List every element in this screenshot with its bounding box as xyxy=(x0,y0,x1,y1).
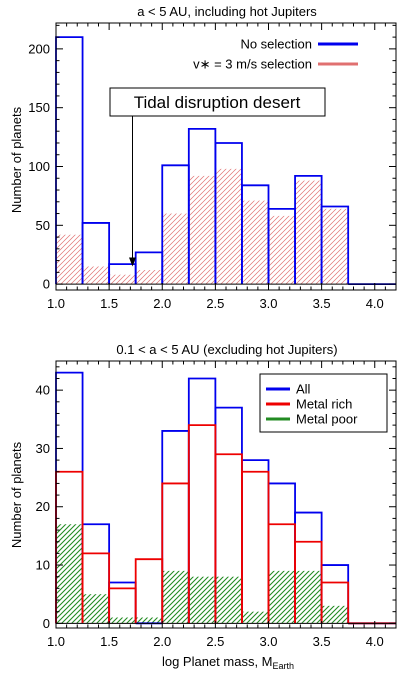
x-axis-label-subscript: Earth xyxy=(273,661,295,671)
x-tick-label: 2.0 xyxy=(153,296,171,311)
hatch-layer xyxy=(56,524,349,624)
legend-label: v∗ = 3 m/s selection xyxy=(193,57,312,72)
annotation: Tidal disruption desert xyxy=(109,87,326,267)
y-tick-label: 20 xyxy=(36,499,50,514)
chart-title: 0.1 < a < 5 AU (excluding hot Jupiters) xyxy=(116,342,337,357)
bar-outline xyxy=(241,459,270,624)
x-tick-label: 3.0 xyxy=(259,296,277,311)
y-tick-label: 0 xyxy=(43,277,50,292)
bar-hatch xyxy=(321,208,349,285)
x-tick-label: 3.5 xyxy=(313,296,331,311)
bar-hatch xyxy=(135,617,163,624)
axis-ticks: 1.0 1.5 2.0 2.5 3.0 3.5 4.0 0 10 20 30 40 xyxy=(36,361,396,649)
bar-hatch xyxy=(56,234,83,285)
bar-outline xyxy=(81,222,111,285)
bar-hatch xyxy=(82,266,110,285)
annotation-arrowhead xyxy=(129,257,136,267)
chart-title: a < 5 AU, including hot Jupiters xyxy=(137,4,317,19)
bar-outline xyxy=(134,558,164,624)
bar-hatch xyxy=(135,270,163,285)
axis-ticks: 1.0 1.5 2.0 2.5 3.0 3.5 4.0 0 50 100 150 200 xyxy=(28,23,396,311)
bar-hatch xyxy=(109,617,136,624)
y-axis-label: Number of planets xyxy=(9,441,24,548)
bar-hatch xyxy=(82,594,110,624)
legend-label: Metal rich xyxy=(296,397,352,412)
panel-hot-jupiters: a < 5 AU, including hot Jupiters Number … xyxy=(9,4,397,311)
hatch-layer xyxy=(56,168,349,285)
y-axis-label: Number of planets xyxy=(9,106,24,213)
x-tick-label: 1.5 xyxy=(100,634,118,649)
bar-hatch xyxy=(215,576,242,624)
bar-hatch xyxy=(56,524,83,624)
bar-hatch xyxy=(162,570,189,624)
bar-hatch xyxy=(268,215,296,285)
bar-hatch xyxy=(215,168,242,285)
y-tick-label: 0 xyxy=(43,616,50,631)
legend-label: Metal poor xyxy=(296,412,358,427)
x-tick-label: 1.0 xyxy=(47,296,65,311)
bar-hatch xyxy=(162,213,189,285)
bar-hatch xyxy=(241,611,269,624)
bar-hatch xyxy=(268,570,296,624)
y-tick-label: 200 xyxy=(28,41,50,56)
annotation-box xyxy=(109,87,326,117)
x-tick-label: 1.0 xyxy=(47,634,65,649)
bar-outline xyxy=(320,581,350,624)
annotation-text: Tidal disruption desert xyxy=(134,93,301,112)
x-tick-label: 4.0 xyxy=(366,634,384,649)
bar-hatch xyxy=(109,274,136,285)
y-tick-label: 40 xyxy=(36,383,50,398)
panel-excluding-hot-jupiters: 0.1 < a < 5 AU (excluding hot Jupiters) … xyxy=(9,342,397,671)
bar-outline xyxy=(320,205,350,285)
bar-hatch xyxy=(295,180,322,285)
x-tick-label: 1.5 xyxy=(100,296,118,311)
x-tick-label: 3.5 xyxy=(313,634,331,649)
legend: No selection v∗ = 3 m/s selection xyxy=(193,37,358,72)
y-tick-label: 10 xyxy=(36,558,50,573)
bar-hatch xyxy=(295,570,322,624)
y-tick-label: 150 xyxy=(28,100,50,115)
y-tick-label: 50 xyxy=(36,218,50,233)
bar-hatch xyxy=(188,576,216,624)
x-tick-label: 2.0 xyxy=(153,634,171,649)
bar-hatch xyxy=(321,605,349,624)
bar-hatch xyxy=(241,200,269,285)
y-tick-label: 100 xyxy=(28,159,50,174)
x-axis-label: log Planet mass, MEarth xyxy=(162,654,294,671)
bar-outline xyxy=(241,470,270,624)
legend-label: All xyxy=(296,382,311,397)
bar-hatch xyxy=(188,175,216,285)
x-tick-label: 4.0 xyxy=(366,296,384,311)
x-axis-label-main: log Planet mass, M xyxy=(162,654,273,669)
y-tick-label: 30 xyxy=(36,441,50,456)
x-tick-label: 3.0 xyxy=(259,634,277,649)
x-tick-label: 2.5 xyxy=(206,296,224,311)
legend-label: No selection xyxy=(240,37,312,52)
x-tick-label: 2.5 xyxy=(206,634,224,649)
